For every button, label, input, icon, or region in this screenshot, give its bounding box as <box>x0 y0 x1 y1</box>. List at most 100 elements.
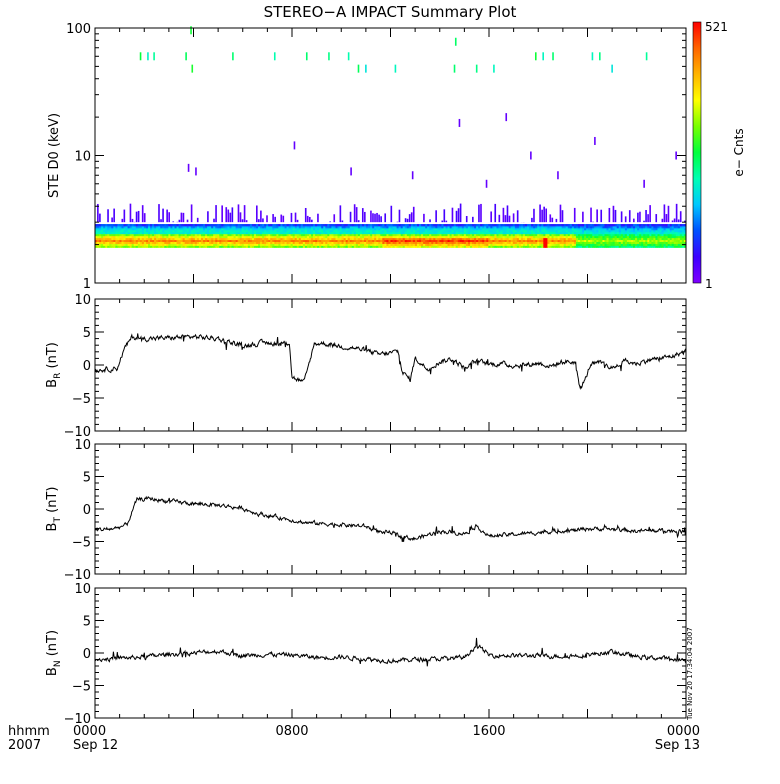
spectrogram-event <box>191 65 193 73</box>
spectrogram-cell <box>429 219 431 222</box>
spectrogram <box>95 26 686 248</box>
y-tick-label: 10 <box>74 150 91 165</box>
chart-title: STEREO−A IMPACT Summary Plot <box>264 3 517 21</box>
spectrogram-event <box>350 167 352 175</box>
spectrogram-cell <box>179 220 181 222</box>
x-tick-date-label: Sep 12 <box>73 738 118 753</box>
spectrogram-cell <box>242 219 244 222</box>
spectrogram-cell <box>246 220 248 222</box>
spectrogram-cell <box>340 205 342 222</box>
y-tick-label: 10 <box>74 438 91 453</box>
spectrogram-cell <box>244 205 246 222</box>
spectrogram-cell <box>539 205 541 223</box>
spectrogram-cell <box>531 218 533 222</box>
spectrogram-event <box>140 52 142 60</box>
spectrogram-cell <box>138 211 140 222</box>
spectrogram-cell <box>446 221 448 223</box>
spectrogram-cell <box>111 218 113 223</box>
spectrogram-event <box>412 171 414 179</box>
spectrogram-cell <box>240 212 242 222</box>
spectrogram-cell <box>592 222 594 223</box>
spectrogram-cell <box>158 204 160 222</box>
spectrogram-cell <box>258 219 260 222</box>
spectrogram-cell <box>295 213 297 223</box>
y-tick-label: 5 <box>83 471 91 486</box>
spectrogram-cell <box>509 216 511 222</box>
spectrogram-cell <box>262 218 264 222</box>
spectrogram-cell <box>350 212 352 222</box>
spectrogram-cell <box>549 214 551 222</box>
spectrogram-event <box>486 180 488 188</box>
spectrogram-event <box>594 137 596 145</box>
spectrogram-event <box>675 152 677 160</box>
spectrogram-cell <box>311 220 313 222</box>
spectrogram-cell <box>645 210 647 222</box>
spectrogram-cell <box>466 216 468 222</box>
spectrogram-cell <box>621 211 623 222</box>
panel-frame-2 <box>95 444 686 574</box>
spectrogram-cell <box>600 210 602 222</box>
spectrogram-cell <box>342 220 344 222</box>
spectrogram-cell <box>676 204 678 222</box>
spectrogram-cell <box>615 210 617 222</box>
spectrogram-cell <box>517 210 519 222</box>
panel-frame-1 <box>95 299 686 431</box>
spectrogram-event <box>505 113 507 121</box>
spectrogram-cell <box>678 219 680 222</box>
y-label-BN: BN (nT) <box>45 630 63 676</box>
y-tick-label: −5 <box>72 680 91 695</box>
spectrogram-y-label: STE D0 (keV) <box>47 113 62 198</box>
spectrogram-cell <box>503 208 505 222</box>
spectrogram-cell <box>441 221 443 223</box>
spectrogram-cell <box>513 213 515 222</box>
y-label-unit: (nT) <box>45 342 60 372</box>
spectrogram-event <box>328 52 330 60</box>
spectrogram-cell <box>260 211 262 223</box>
spectrogram-cell <box>596 209 598 222</box>
x-tick-label: 0000 <box>667 724 700 739</box>
spectrogram-cell <box>305 208 307 222</box>
spectrogram-cell <box>132 219 134 222</box>
spectrogram-cell <box>280 215 282 223</box>
spectrogram-cell <box>533 209 535 222</box>
spectrogram-cell <box>629 210 631 222</box>
spectrogram-event <box>190 26 192 34</box>
spectrogram-cell <box>639 212 641 222</box>
spectrogram-cell <box>472 217 474 222</box>
spectrogram-cell <box>297 220 299 222</box>
spectrogram-event <box>455 38 457 46</box>
spectrogram-cell <box>256 205 258 222</box>
spectrogram-cell <box>460 204 462 223</box>
spectrogram-event <box>153 52 155 60</box>
x-axis-left-label: 2007 <box>8 738 41 753</box>
spectrogram-event <box>530 152 532 160</box>
spectrogram-event <box>535 52 537 60</box>
series-line-BT <box>95 497 686 542</box>
spectrogram-cell <box>384 213 386 222</box>
y-label-base: B <box>45 523 60 532</box>
spectrogram-event <box>476 65 478 73</box>
timestamp: Tue Nov 20 17:34:04 2007 <box>686 627 694 721</box>
y-label-BT: BT (nT) <box>45 487 63 532</box>
x-tick-date-label: Sep 13 <box>655 738 700 753</box>
spectrogram-cell <box>232 207 234 222</box>
spectrogram-cell <box>181 213 183 223</box>
spectrogram-cell <box>215 205 217 222</box>
spectrogram-cell <box>144 213 146 222</box>
spectrogram-event <box>185 52 187 60</box>
spectrogram-event <box>493 65 495 73</box>
spectrogram-cell <box>664 204 666 222</box>
y-tick-label: 5 <box>83 326 91 341</box>
spectrogram-cell <box>480 204 482 222</box>
spectrogram-cell <box>674 219 676 223</box>
y-tick-label: −10 <box>64 568 91 583</box>
spectrogram-cell <box>560 205 562 223</box>
spectrogram-event <box>195 167 197 175</box>
spectrogram-cell <box>162 209 164 223</box>
spectrogram-event <box>358 65 360 73</box>
spectrogram-cell <box>121 219 123 222</box>
spectrogram-cell <box>272 214 274 222</box>
spectrogram-cell <box>362 208 364 222</box>
spectrogram-cell <box>452 208 454 222</box>
